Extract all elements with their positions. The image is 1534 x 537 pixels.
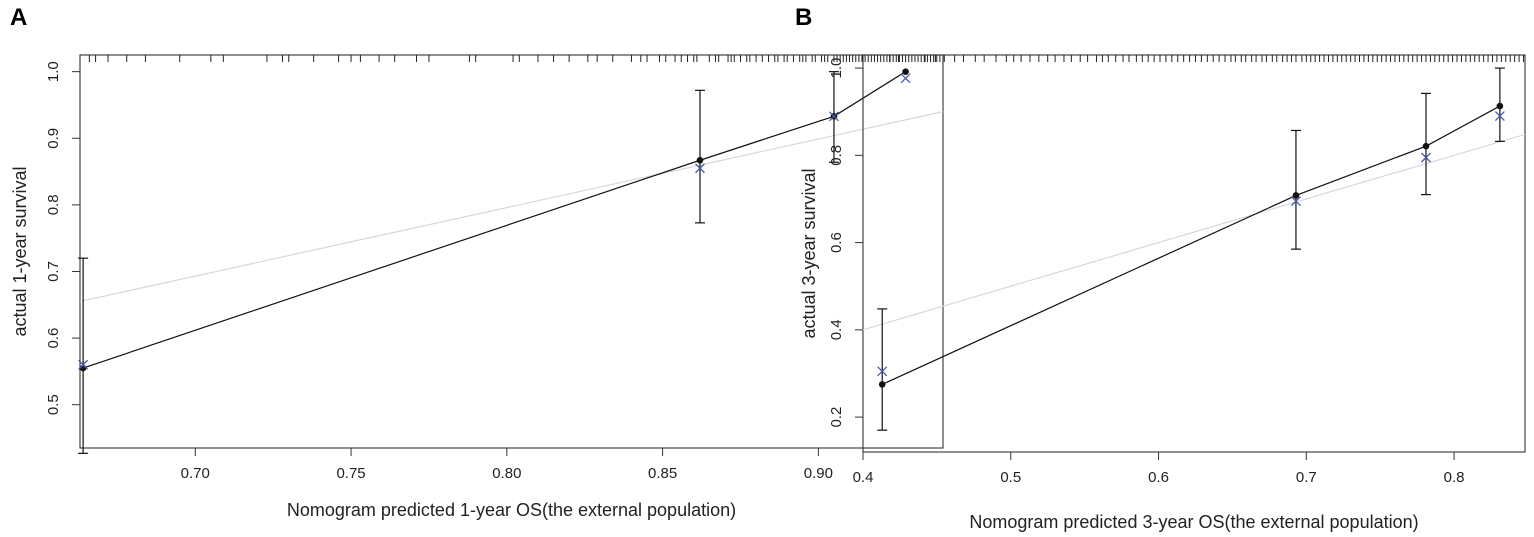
y-tick-label: 0.2 <box>828 407 845 428</box>
y-axis-title: actual 1-year survival <box>10 166 30 336</box>
x-tick-label: 0.7 <box>1296 469 1317 486</box>
observed-point <box>879 381 886 388</box>
observed-line <box>882 106 1500 384</box>
observed-point <box>1423 143 1430 150</box>
x-tick-label: 0.90 <box>804 465 833 482</box>
y-axis-title: actual 3-year survival <box>799 168 819 338</box>
y-tick-label: 0.6 <box>828 232 845 253</box>
observed-point <box>697 157 704 164</box>
x-tick-label: 0.85 <box>648 465 677 482</box>
y-tick-label: 0.5 <box>45 394 62 415</box>
x-tick-label: 0.75 <box>336 465 365 482</box>
y-tick-label: 1.0 <box>828 58 845 79</box>
y-tick-label: 0.4 <box>828 319 845 340</box>
x-tick-label: 0.4 <box>853 469 874 486</box>
calibration-plot-b: 0.4 0.5 0.6 0.7 0.8 0.2 0.4 0.6 0.8 1.0 Nomogram p… <box>799 55 1525 532</box>
y-tick-label: 0.8 <box>45 194 62 215</box>
x-tick-label: 0.80 <box>492 465 521 482</box>
observed-point <box>902 68 909 75</box>
y-tick-label: 0.8 <box>828 145 845 166</box>
x-axis-title: Nomogram predicted 3-year OS(the externa… <box>969 512 1418 532</box>
observed-line <box>83 72 905 368</box>
x-axis-title: Nomogram predicted 1-year OS(the externa… <box>287 500 736 520</box>
observed-point <box>80 365 87 372</box>
x-tick-label: 0.6 <box>1148 469 1169 486</box>
calibration-figure: 0.70 0.75 0.80 0.85 0.90 0.5 0.6 0.7 0.8 0.9 1.0 No… <box>0 0 1534 537</box>
observed-point <box>1497 103 1504 110</box>
y-tick-label: 1.0 <box>45 61 62 82</box>
y-tick-label: 0.7 <box>45 261 62 282</box>
y-tick-label: 0.6 <box>45 328 62 349</box>
x-tick-label: 0.5 <box>1000 469 1021 486</box>
x-tick-label: 0.70 <box>181 465 210 482</box>
observed-point <box>1293 192 1300 199</box>
y-tick-label: 0.9 <box>45 128 62 149</box>
x-tick-label: 0.8 <box>1444 469 1465 486</box>
bias-corrected-marker <box>901 74 910 83</box>
